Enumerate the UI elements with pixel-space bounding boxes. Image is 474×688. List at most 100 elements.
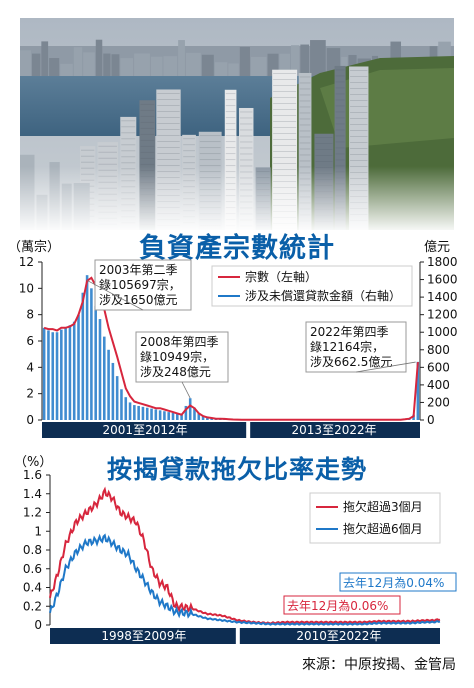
chart1-right-tick-label: 1800 — [427, 255, 458, 269]
chart1-amount-bar — [98, 319, 102, 420]
chart1-amount-bar — [193, 407, 196, 420]
chart1-amount-bar — [171, 412, 175, 420]
chart2-legend-label: 拖欠超過6個月 — [343, 521, 423, 536]
chart2-legend — [309, 492, 441, 544]
chart1-amount-bar — [51, 332, 55, 420]
chart2-tick-label: 0.4 — [23, 581, 42, 595]
chart1-left-tick-label: 10 — [19, 281, 34, 295]
chart1-left-tick-label: 6 — [26, 334, 34, 348]
city-photo-icon — [20, 18, 454, 230]
chart1-amount-bar — [188, 398, 192, 420]
chart1-right-axis-unit: 億元 — [424, 240, 451, 255]
chart1-amount-bar — [81, 292, 85, 420]
chart2-annotation-text: 去年12月為0.04% — [343, 576, 444, 590]
chart2-annotation-box — [339, 572, 457, 592]
chart1-amount-bar — [64, 327, 67, 420]
chart1-right-tick-label: 1600 — [427, 273, 458, 287]
chart2-series-3month-line — [49, 486, 441, 625]
chart1-amount-bar — [180, 414, 183, 420]
chart1-amount-bar — [111, 362, 115, 420]
chart1-amount-bar — [206, 416, 209, 420]
source-note: 來源：中原按揭、金管局 — [302, 657, 456, 673]
chart2-axis-unit: （%） — [14, 455, 53, 470]
chart1-period-label: 2001至2012年 — [103, 423, 188, 437]
chart1-right-tick-label: 400 — [427, 378, 450, 392]
chart1-amount-bar — [141, 406, 145, 420]
chart1-annotation-text: 錄105697宗， — [99, 277, 181, 292]
chart1-annotation-text: 錄12164宗， — [310, 339, 384, 354]
chart1-annotation-text: 2003年第二季 — [99, 263, 178, 277]
chart1-right-tick-label: 0 — [427, 413, 435, 427]
chart1-period-band — [42, 422, 247, 438]
chart1-amount-bar — [201, 415, 205, 420]
chart2-period-label: 2010至2022年 — [296, 629, 381, 643]
chart1-title: 負資產宗數統計 — [139, 233, 335, 264]
chart1-left-tick-label: 2 — [26, 387, 34, 401]
chart1-annotation-leader — [355, 361, 416, 373]
chart2-annotation-text: 去年12月為0.06% — [287, 599, 388, 613]
chart1-legend — [211, 265, 413, 307]
chart1-amount-bar — [120, 389, 123, 420]
chart2-series-6month-line — [49, 533, 441, 626]
chart1-amount-bar — [47, 330, 50, 420]
chart1-amount-bar — [107, 349, 110, 420]
chart1-amount-bar — [68, 325, 72, 420]
chart1-amount-bar — [115, 376, 119, 420]
chart1-annotation-text: 2022年第四季 — [310, 325, 389, 339]
chart1-annotation-text: 2008年第四季 — [140, 335, 219, 349]
chart1-amount-bar — [163, 411, 166, 420]
chart1-left-tick-label: 8 — [26, 308, 34, 322]
chart1-annotation-text: 涉及1650億元 — [99, 293, 178, 307]
chart1-amount-bar — [416, 361, 420, 420]
chart1-amount-bar — [150, 408, 153, 420]
chart1-cases-line — [43, 276, 419, 421]
chart1-amount-bar — [154, 409, 158, 420]
chart1-amount-bar — [72, 321, 76, 420]
chart1-amount-bar — [128, 402, 132, 420]
chart1-period-band — [250, 422, 420, 438]
chart1-amount-bar — [42, 327, 46, 420]
chart2-tick-label: 0.2 — [23, 599, 42, 613]
chart1-period-label: 2013至2022年 — [292, 423, 377, 437]
chart1-amount-bar — [94, 305, 97, 420]
chart1-annotation-text: 涉及662.5億元 — [310, 355, 392, 369]
chart1-amount-bar — [77, 314, 80, 420]
chart1-legend-label: 宗數（左軸） — [245, 269, 317, 284]
chart1-annotation-text: 錄10949宗， — [140, 349, 214, 364]
chart1-amount-bar — [60, 329, 63, 420]
chart1-right-tick-label: 800 — [427, 343, 450, 357]
chart1-amount-bar — [90, 288, 93, 420]
chart1-amount-bar — [124, 397, 128, 420]
chart1-amount-bar — [137, 405, 140, 420]
chart1-annotation-text: 涉及248億元 — [140, 365, 211, 379]
chart1-annotation-box — [135, 331, 229, 383]
chart1-right-tick-label: 200 — [427, 395, 450, 409]
chart1-annotation-box — [94, 259, 192, 311]
chart2-tick-label: 0.6 — [23, 562, 42, 576]
chart1-amount-bar — [184, 405, 188, 420]
chart1-right-tick-label: 1000 — [427, 325, 458, 339]
chart1-amount-bar — [412, 414, 415, 420]
chart1-left-tick-label: 12 — [19, 255, 34, 269]
chart2-tick-label: 1.6 — [23, 468, 42, 482]
chart2-tick-label: 0 — [34, 618, 42, 632]
chart2-annotation-box — [283, 595, 401, 615]
chart1-amount-bar — [85, 275, 89, 420]
chart1-right-tick-label: 600 — [427, 360, 450, 374]
chart1-amount-bar — [102, 336, 106, 420]
chart1-amount-bar — [176, 413, 179, 420]
chart1-annotation-leader — [181, 381, 191, 399]
chart1-amount-bar — [197, 412, 201, 420]
chart2-tick-label: 1.2 — [23, 506, 42, 520]
chart1-amount-bar — [133, 405, 136, 420]
chart1-right-tick-label: 1200 — [427, 308, 458, 322]
chart2-tick-label: 0.8 — [23, 543, 42, 557]
chart1-amount-bar — [167, 412, 171, 420]
chart1-left-axis-unit: （萬宗） — [8, 240, 61, 255]
chart1-legend-label: 涉及未償還貸款金額（右軸） — [245, 288, 401, 303]
chart1-amount-bar — [158, 410, 162, 420]
chart1-annotation-leader — [86, 280, 144, 311]
chart1-left-tick-label: 4 — [26, 360, 34, 374]
chart1-amount-bar — [55, 332, 59, 420]
chart1-amount-bar — [145, 407, 149, 420]
